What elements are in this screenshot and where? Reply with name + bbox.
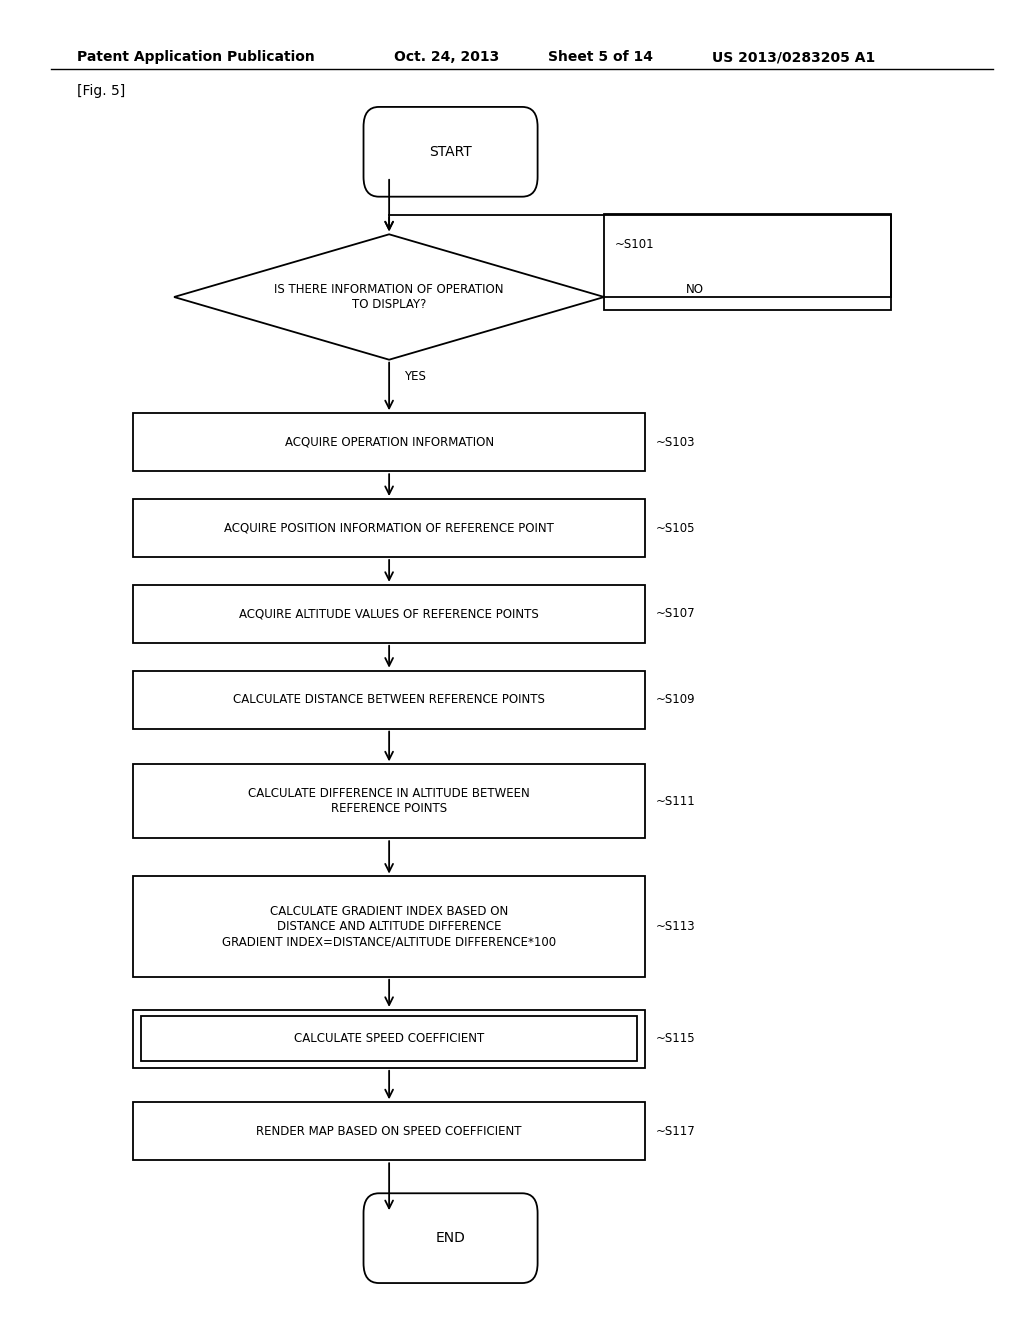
Text: ~S115: ~S115	[655, 1032, 695, 1045]
Text: RENDER MAP BASED ON SPEED COEFFICIENT: RENDER MAP BASED ON SPEED COEFFICIENT	[256, 1125, 522, 1138]
Text: NO: NO	[686, 282, 705, 296]
Text: ~S103: ~S103	[655, 436, 695, 449]
Text: CALCULATE DIFFERENCE IN ALTITUDE BETWEEN
REFERENCE POINTS: CALCULATE DIFFERENCE IN ALTITUDE BETWEEN…	[248, 787, 530, 816]
Polygon shape	[174, 235, 604, 359]
Text: START: START	[429, 145, 472, 158]
FancyBboxPatch shape	[364, 107, 538, 197]
Text: ~S111: ~S111	[655, 795, 695, 808]
Text: END: END	[435, 1232, 466, 1245]
FancyBboxPatch shape	[364, 1193, 538, 1283]
Text: ~S107: ~S107	[655, 607, 695, 620]
Text: ACQUIRE POSITION INFORMATION OF REFERENCE POINT: ACQUIRE POSITION INFORMATION OF REFERENC…	[224, 521, 554, 535]
Bar	[133, 585, 645, 643]
Text: CALCULATE GRADIENT INDEX BASED ON
DISTANCE AND ALTITUDE DIFFERENCE
GRADIENT INDE: CALCULATE GRADIENT INDEX BASED ON DISTAN…	[222, 906, 556, 948]
Text: CALCULATE SPEED COEFFICIENT: CALCULATE SPEED COEFFICIENT	[294, 1032, 484, 1045]
Text: ~S101: ~S101	[614, 239, 654, 251]
Text: CALCULATE DISTANCE BETWEEN REFERENCE POINTS: CALCULATE DISTANCE BETWEEN REFERENCE POI…	[233, 693, 545, 706]
Text: YES: YES	[404, 370, 426, 383]
Text: ACQUIRE ALTITUDE VALUES OF REFERENCE POINTS: ACQUIRE ALTITUDE VALUES OF REFERENCE POI…	[240, 607, 539, 620]
Text: ~S113: ~S113	[655, 920, 695, 933]
Text: Sheet 5 of 14: Sheet 5 of 14	[548, 50, 653, 65]
Text: ~S109: ~S109	[655, 693, 695, 706]
Bar	[133, 499, 645, 557]
Bar	[133, 1010, 645, 1068]
Bar	[141, 1016, 637, 1061]
Bar	[133, 876, 645, 977]
Text: ~S117: ~S117	[655, 1125, 695, 1138]
Bar	[133, 671, 645, 729]
Text: Patent Application Publication: Patent Application Publication	[77, 50, 314, 65]
Text: Oct. 24, 2013: Oct. 24, 2013	[394, 50, 500, 65]
Bar	[133, 413, 645, 471]
Text: ACQUIRE OPERATION INFORMATION: ACQUIRE OPERATION INFORMATION	[285, 436, 494, 449]
Text: [Fig. 5]: [Fig. 5]	[77, 84, 125, 99]
Text: IS THERE INFORMATION OF OPERATION
TO DISPLAY?: IS THERE INFORMATION OF OPERATION TO DIS…	[274, 282, 504, 312]
Text: ~S105: ~S105	[655, 521, 695, 535]
Bar	[604, 214, 891, 310]
Text: US 2013/0283205 A1: US 2013/0283205 A1	[712, 50, 874, 65]
Bar	[133, 764, 645, 838]
Bar	[133, 1102, 645, 1160]
